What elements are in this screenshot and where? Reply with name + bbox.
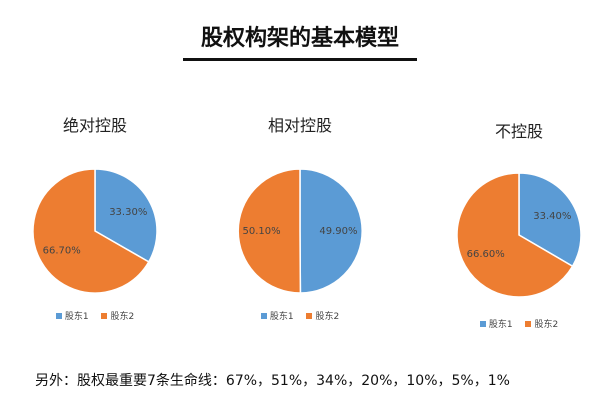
footer-note: 另外：股权最重要7条生命线：67%，51%，34%，20%，10%，5%，1% xyxy=(35,373,510,389)
legend-swatch xyxy=(306,312,313,319)
pie-data-label-2: 66.70% xyxy=(43,245,81,256)
pie-data-label-2: 50.10% xyxy=(242,226,280,237)
legend-label: 股东2 xyxy=(110,312,135,322)
legend-item-shareholder1: 股东1 xyxy=(260,309,294,322)
legend-swatch xyxy=(101,312,108,319)
legend-swatch xyxy=(55,312,62,319)
chart-title: 相对控股 xyxy=(267,116,332,135)
pie-data-label-2: 66.60% xyxy=(467,249,505,260)
legend-item-shareholder2: 股东2 xyxy=(525,317,558,330)
legend-swatch xyxy=(260,312,267,319)
legend-label: 股东2 xyxy=(534,320,559,330)
pie-chart-no-control: 不控股 33.40% 66.60% 股东1 股东2 xyxy=(444,118,594,338)
pie-plot: 49.90% 50.10% xyxy=(237,168,363,294)
pie-slice-2 xyxy=(32,168,150,294)
legend-item-shareholder1: 股东1 xyxy=(479,317,513,330)
legend-swatch xyxy=(525,320,532,327)
legend-item-shareholder2: 股东2 xyxy=(306,309,339,322)
legend-label: 股东2 xyxy=(315,312,340,322)
pie-data-label-1: 49.90% xyxy=(319,226,357,237)
legend-item-shareholder2: 股东2 xyxy=(101,309,134,322)
pie-chart-relative-control: 相对控股 49.90% 50.10% 股东1 股东2 xyxy=(225,112,375,332)
chart-title: 不控股 xyxy=(494,122,543,141)
legend-label: 股东1 xyxy=(488,320,513,330)
pie-plot: 33.30% 66.70% xyxy=(32,168,158,294)
chart-legend: 股东1 股东2 xyxy=(225,309,375,322)
title-underline xyxy=(183,58,417,61)
chart-title: 绝对控股 xyxy=(62,116,127,135)
pie-data-label-1: 33.40% xyxy=(533,211,571,222)
legend-label: 股东1 xyxy=(64,312,89,322)
pie-slice-1 xyxy=(94,168,158,263)
pie-chart-absolute-control: 绝对控股 33.30% 66.70% 股东1 股东2 xyxy=(20,112,170,332)
legend-label: 股东1 xyxy=(269,312,294,322)
pie-slice-1 xyxy=(299,168,363,294)
pie-slice-1 xyxy=(518,172,582,268)
legend-swatch xyxy=(479,320,486,327)
chart-legend: 股东1 股东2 xyxy=(444,317,594,330)
pie-slice-2 xyxy=(237,168,302,294)
pie-plot: 33.40% 66.60% xyxy=(456,172,582,298)
page-title: 股权构架的基本模型 xyxy=(200,26,399,51)
pie-slice-2 xyxy=(456,172,574,298)
legend-item-shareholder1: 股东1 xyxy=(55,309,89,322)
pie-data-label-1: 33.30% xyxy=(109,207,147,218)
chart-legend: 股东1 股东2 xyxy=(20,309,170,322)
